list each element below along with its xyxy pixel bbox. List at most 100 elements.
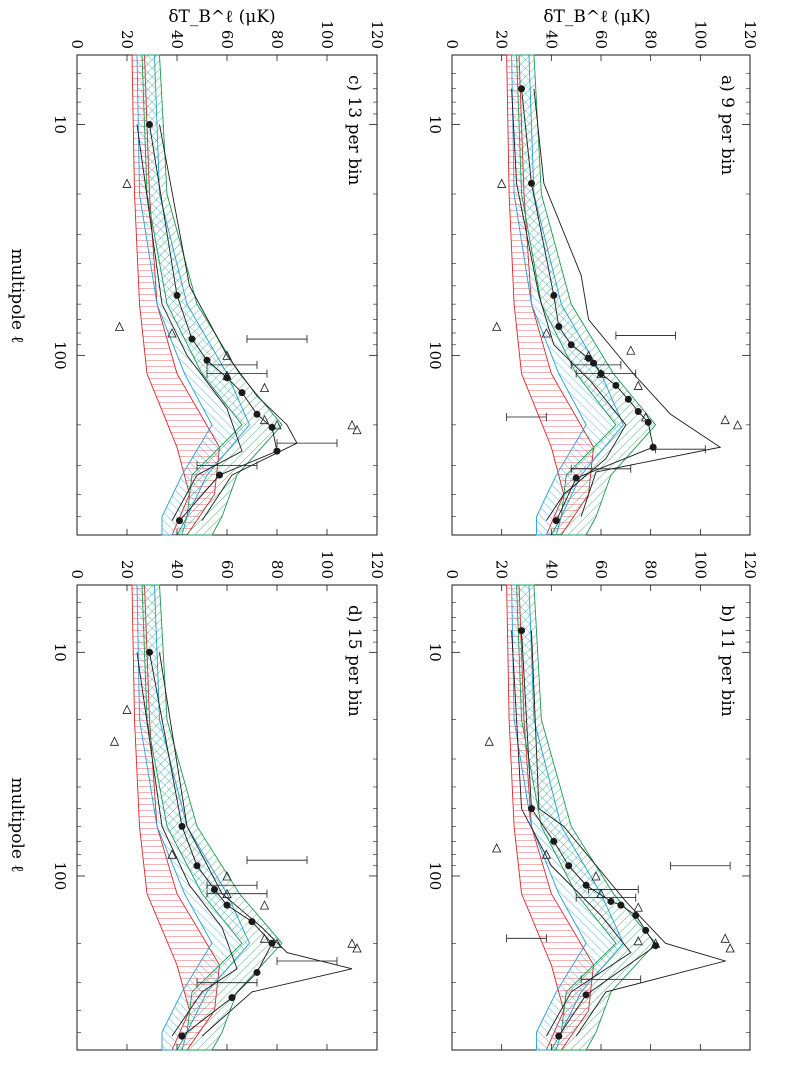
data-point xyxy=(176,517,183,525)
triangle-marker xyxy=(259,414,270,425)
data-point xyxy=(624,395,632,403)
xtick-label: 10 xyxy=(426,643,444,662)
panel-b: b) 11 per bin 0 20 40 60 80 100 120 10 100 xyxy=(426,550,759,1051)
data-point xyxy=(253,968,261,976)
triangle-marker xyxy=(109,736,120,746)
data-point xyxy=(518,85,526,93)
envelope-lower xyxy=(136,124,243,521)
ytick-label: 100 xyxy=(691,550,709,579)
triangle-marker xyxy=(114,321,125,331)
ytick-label: 60 xyxy=(218,30,236,49)
data-point xyxy=(173,291,181,299)
ytick-label: 80 xyxy=(642,30,660,49)
data-point xyxy=(223,901,231,909)
triangle-marker xyxy=(122,178,132,188)
data-point xyxy=(178,822,186,830)
envelope-lower xyxy=(511,88,627,521)
triangle-marker xyxy=(167,328,177,338)
triangle-marker xyxy=(541,849,552,859)
data-line xyxy=(149,652,273,1037)
data-point xyxy=(632,911,640,919)
ytick-label: 20 xyxy=(493,560,511,579)
ytick-label: 40 xyxy=(168,30,186,49)
triangle-marker xyxy=(720,933,730,943)
triangle-marker xyxy=(484,736,494,746)
xtick-label: 10 xyxy=(426,115,444,134)
ytick-label: 0 xyxy=(443,39,461,49)
data-point xyxy=(567,341,575,349)
triangle-marker xyxy=(259,933,270,943)
ytick-label: 0 xyxy=(443,569,461,579)
triangle-marker xyxy=(492,843,502,853)
data-point xyxy=(552,517,560,525)
ytick-label: 100 xyxy=(691,20,709,49)
triangle-marker xyxy=(541,328,552,338)
data-point xyxy=(649,443,657,451)
data-point xyxy=(146,120,153,128)
triangle-marker xyxy=(497,178,507,188)
panel-label: d) 15 per bin xyxy=(344,605,364,717)
data-point xyxy=(248,918,256,926)
triangle-marker xyxy=(259,900,270,910)
ytick-label: 120 xyxy=(368,550,386,579)
panel-label: a) 9 per bin xyxy=(717,75,737,175)
data-point xyxy=(211,886,218,894)
data-point xyxy=(612,381,620,389)
triangle-marker xyxy=(347,938,357,948)
data-point xyxy=(550,837,558,845)
ytick-label: 120 xyxy=(741,20,759,49)
ytick-label: 100 xyxy=(318,20,336,49)
envelope-lower xyxy=(136,652,238,1037)
triangle-marker xyxy=(732,419,743,430)
data-point xyxy=(585,354,593,362)
data-point xyxy=(572,474,580,482)
data-point xyxy=(518,627,526,635)
envelope-lower xyxy=(511,630,632,1037)
ytick-label: 80 xyxy=(268,30,286,49)
data-line xyxy=(521,630,657,1037)
triangle-marker xyxy=(347,419,357,430)
data-point xyxy=(644,418,652,426)
data-point xyxy=(223,374,231,382)
data-point xyxy=(193,862,201,870)
xtick-label: 100 xyxy=(426,341,444,370)
triangle-marker xyxy=(122,704,132,714)
xtick-label: 10 xyxy=(51,643,69,662)
ytick-label: 40 xyxy=(542,30,560,49)
envelope-upper xyxy=(531,630,727,1037)
data-point xyxy=(565,862,573,870)
data-point xyxy=(582,881,590,889)
xtick-label: 100 xyxy=(51,341,69,370)
triangle-marker xyxy=(626,345,636,355)
triangle-marker xyxy=(596,888,606,899)
triangle-marker xyxy=(633,935,643,946)
data-point xyxy=(203,356,211,364)
ylabel-top: δT_B^ℓ (μK) xyxy=(543,7,650,27)
ytick-label: 20 xyxy=(493,30,511,49)
data-point xyxy=(178,1032,186,1040)
data-point xyxy=(642,926,650,934)
data-point xyxy=(268,939,276,947)
triangle-marker xyxy=(492,321,502,331)
triangle-marker xyxy=(725,943,735,953)
data-point xyxy=(228,994,236,1002)
triangle-marker xyxy=(352,943,362,953)
ytick-label: 0 xyxy=(68,569,86,579)
ytick-label: 120 xyxy=(741,550,759,579)
ytick-label: 20 xyxy=(118,30,136,49)
envelope-upper xyxy=(159,652,353,1037)
triangle-marker xyxy=(352,424,362,435)
data-point xyxy=(607,897,615,905)
triangle-marker xyxy=(633,902,643,912)
triangle-marker xyxy=(720,414,730,425)
ytick-label: 40 xyxy=(168,560,186,579)
panel-d: d) 15 per bin 0 20 40 60 80 100 120 10 100 xyxy=(51,550,386,1051)
data-point xyxy=(597,370,605,378)
ytick-label: 80 xyxy=(268,560,286,579)
data-point xyxy=(582,991,590,999)
ytick-label: 20 xyxy=(118,560,136,579)
data-point xyxy=(188,335,196,343)
